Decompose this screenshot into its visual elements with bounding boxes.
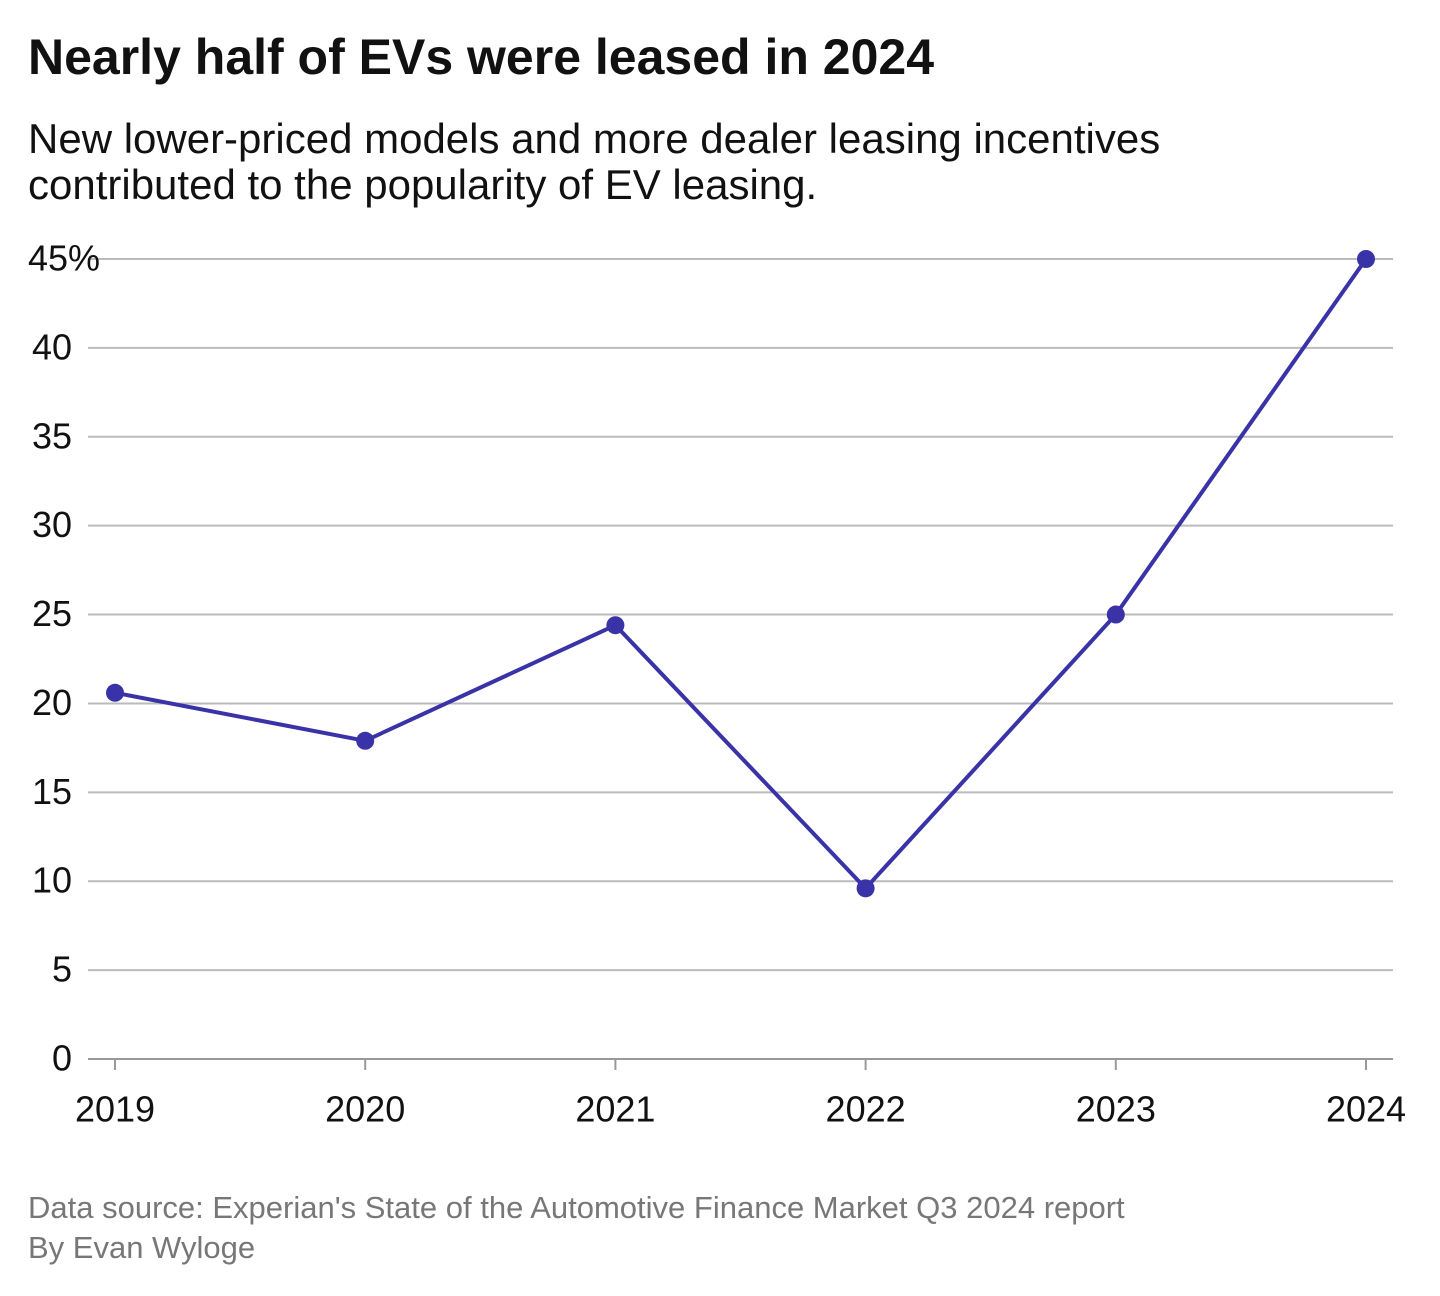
data-point <box>1106 605 1125 624</box>
data-point <box>856 879 875 898</box>
y-tick-label: 45% <box>28 238 100 279</box>
y-tick-label: 20 <box>32 682 72 723</box>
y-tick-label: 10 <box>32 860 72 901</box>
y-tick-label: 30 <box>32 504 72 545</box>
data-point <box>356 731 375 750</box>
data-point <box>1357 250 1375 268</box>
x-tick-label: 2024 <box>1326 1089 1406 1130</box>
x-tick-label: 2022 <box>826 1089 906 1130</box>
y-tick-label: 5 <box>52 949 72 990</box>
data-point <box>606 616 625 635</box>
y-tick-label: 15 <box>32 771 72 812</box>
chart-subtitle: New lower-priced models and more dealer … <box>28 115 1161 208</box>
data-line <box>114 257 1368 891</box>
y-tick-label: 0 <box>52 1038 72 1079</box>
chart-title: Nearly half of EVs were leased in 2024 <box>28 29 935 85</box>
byline: By Evan Wyloge <box>28 1230 256 1265</box>
y-tick-label: 35 <box>32 415 72 456</box>
source-note: Data source: Experian's State of the Aut… <box>28 1190 1125 1225</box>
x-tick-label: 2020 <box>325 1089 405 1130</box>
x-tick-label: 2023 <box>1076 1089 1156 1130</box>
x-tick-label: 2021 <box>575 1089 655 1130</box>
y-tick-label: 40 <box>32 326 72 367</box>
x-tick-label: 2019 <box>75 1089 155 1130</box>
data-point <box>106 683 124 702</box>
y-tick-label: 25 <box>32 593 72 634</box>
